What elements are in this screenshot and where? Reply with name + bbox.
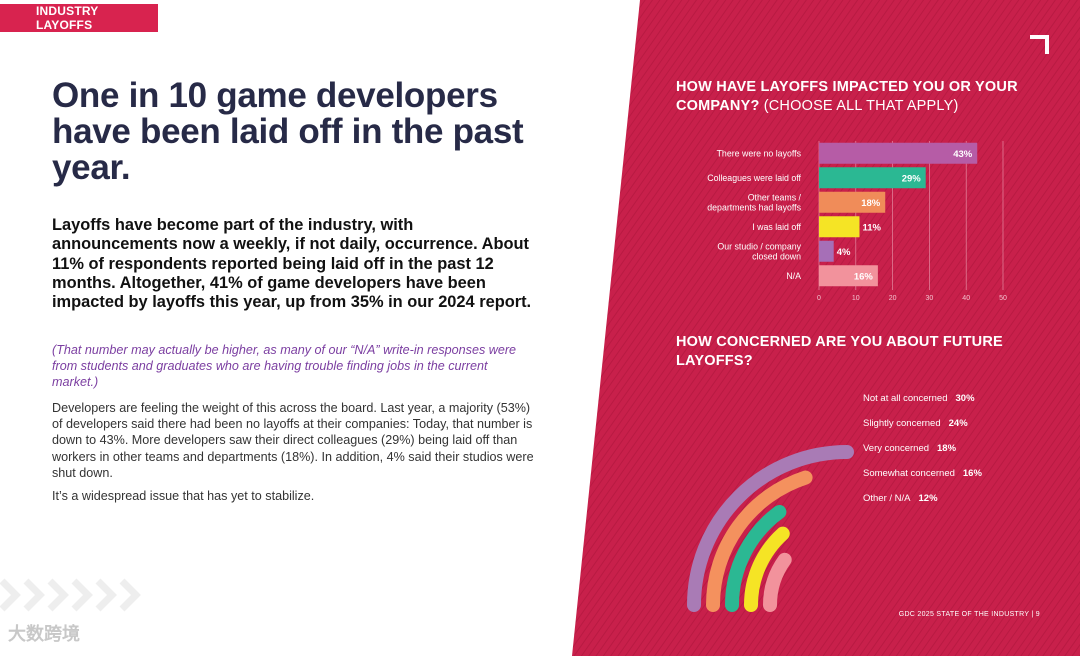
bar-chart-title-main: HOW HAVE LAYOFFS IMPACTED YOU OR YOUR CO… xyxy=(676,79,1018,114)
bar-value-label: 18% xyxy=(861,198,881,209)
bar-value-label: 29% xyxy=(902,173,922,184)
x-tick-label: 20 xyxy=(889,295,897,302)
radial-arc xyxy=(763,552,792,612)
x-tick-label: 10 xyxy=(852,295,860,302)
category-label: departments had layoffs xyxy=(707,202,801,212)
radial-value-label: 24% xyxy=(949,418,969,429)
radial-value-label: 30% xyxy=(956,393,976,404)
watermark-logo: 大数跨境 xyxy=(8,624,80,644)
bar-value-label: 4% xyxy=(837,247,851,258)
radial-category-label: Slightly concerned xyxy=(863,418,941,429)
bar-value-label: 43% xyxy=(953,149,973,160)
x-tick-label: 50 xyxy=(999,295,1007,302)
category-label: closed down xyxy=(752,251,801,261)
radial-arc xyxy=(706,470,813,612)
radial-value-label: 12% xyxy=(919,493,939,504)
radial-arc xyxy=(744,526,790,612)
bar xyxy=(819,167,926,189)
bar xyxy=(819,216,860,238)
x-tick-label: 30 xyxy=(926,295,934,302)
radial-arc xyxy=(725,504,787,612)
category-label: There were no layoffs xyxy=(717,148,802,158)
radial-category-label: Somewhat concerned xyxy=(863,468,955,479)
radial-arc xyxy=(687,445,854,612)
radial-value-label: 18% xyxy=(937,443,957,454)
bar-chart-subtitle: (CHOOSE ALL THAT APPLY) xyxy=(763,98,959,114)
page-footer: GDC 2025 STATE OF THE INDUSTRY | 9 xyxy=(898,611,1040,618)
radial-value-label: 16% xyxy=(963,468,983,479)
bar xyxy=(819,240,834,262)
bar-chart-title: HOW HAVE LAYOFFS IMPACTED YOU OR YOUR CO… xyxy=(676,78,1056,116)
category-label: Our studio / company xyxy=(717,241,801,251)
bar xyxy=(819,191,886,213)
note-paragraph: (That number may actually be higher, as … xyxy=(52,343,517,389)
bar xyxy=(819,265,878,287)
x-tick-label: 0 xyxy=(817,295,821,302)
category-label: N/A xyxy=(786,271,801,281)
body-paragraph-2: It’s a widespread issue that has yet to … xyxy=(52,489,315,503)
radial-category-label: Not at all concerned xyxy=(863,393,948,404)
category-label: Other teams / xyxy=(748,192,802,202)
chevron-decoration-icon xyxy=(0,578,141,612)
radial-chart-title: HOW CONCERNED ARE YOU ABOUT FUTURE LAYOF… xyxy=(676,334,1003,369)
radial-category-label: Very concerned xyxy=(863,443,929,454)
bar xyxy=(819,142,978,164)
body-paragraph-1: Developers are feeling the weight of thi… xyxy=(52,401,534,480)
bar-value-label: 11% xyxy=(862,222,881,233)
category-label: I was laid off xyxy=(752,222,801,232)
section-tag: INDUSTRY LAYOFFS xyxy=(0,4,158,32)
bar-value-label: 16% xyxy=(854,271,874,282)
category-label: Colleagues were laid off xyxy=(707,173,801,183)
radial-category-label: Other / N/A xyxy=(863,493,911,504)
x-tick-label: 40 xyxy=(962,295,970,302)
lead-paragraph: Layoffs have become part of the industry… xyxy=(52,216,532,312)
headline: One in 10 game developers have been laid… xyxy=(52,76,524,187)
corner-mark-icon xyxy=(1030,35,1049,54)
